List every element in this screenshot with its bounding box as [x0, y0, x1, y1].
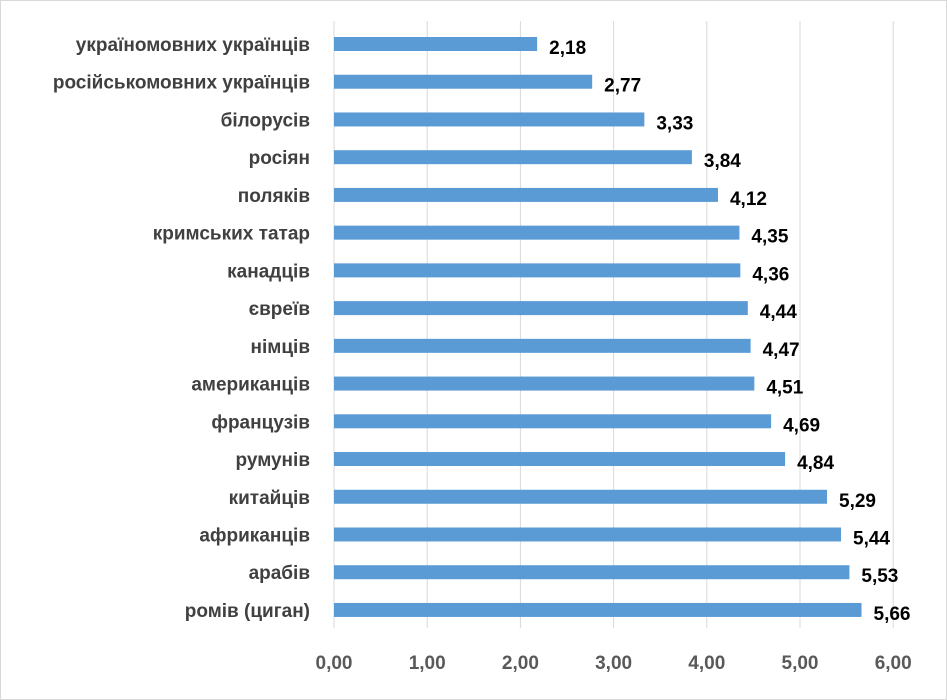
bar [334, 225, 740, 240]
bar [334, 489, 828, 504]
bars [334, 37, 862, 617]
labels: 0,00 1,00 2,00 3,00 4,00 5,00 6,00 україномовни… [53, 35, 912, 674]
category-label: американців [191, 375, 310, 396]
value-label: 2,77 [604, 76, 641, 97]
value-label: 4,84 [797, 453, 834, 474]
category-label: євреїв [249, 299, 310, 320]
category-label: кримських татар [153, 224, 310, 245]
x-tick-label: 4,00 [688, 653, 725, 674]
category-label: канадців [227, 261, 310, 282]
category-label: росіян [249, 148, 310, 169]
x-tick-label: 0,00 [316, 653, 353, 674]
bar [334, 338, 751, 353]
bar [334, 452, 786, 467]
bar [334, 527, 842, 542]
value-label: 4,47 [763, 340, 800, 361]
value-label: 4,36 [752, 264, 789, 285]
value-label: 4,51 [766, 378, 803, 399]
bar [334, 376, 755, 391]
bar [334, 37, 538, 51]
category-label: німців [251, 337, 310, 358]
value-label: 2,18 [549, 38, 586, 59]
value-label: 5,66 [874, 604, 911, 625]
bar [334, 187, 718, 202]
category-label: арабів [249, 563, 310, 584]
bar [334, 301, 748, 316]
value-label: 3,33 [656, 113, 693, 134]
value-label: 5,53 [861, 566, 898, 587]
value-label: 4,44 [760, 302, 797, 323]
category-label: україномовних українців [76, 35, 310, 56]
category-label: африканців [199, 525, 310, 546]
value-label: 3,84 [704, 151, 741, 172]
x-tick-label: 6,00 [875, 653, 912, 674]
bar [334, 565, 850, 580]
category-label: ромів (циган) [185, 601, 310, 622]
category-label: білорусів [221, 110, 310, 131]
bar [334, 414, 772, 429]
value-label: 5,29 [839, 491, 876, 512]
x-tick-label: 1,00 [409, 653, 446, 674]
bar [334, 263, 741, 278]
value-label: 4,12 [730, 189, 767, 210]
value-label: 4,69 [783, 415, 820, 436]
category-label: російськомовних українців [53, 73, 310, 94]
value-label: 5,44 [853, 528, 890, 549]
x-tick-label: 3,00 [595, 653, 632, 674]
bar [334, 74, 593, 89]
category-label: румунів [236, 450, 310, 471]
category-label: французів [211, 412, 310, 433]
bar [334, 150, 692, 165]
category-label: поляків [238, 186, 310, 207]
value-label: 4,35 [751, 227, 788, 248]
bar [334, 112, 645, 127]
x-tick-label: 2,00 [502, 653, 539, 674]
bar [334, 602, 862, 617]
x-tick-label: 5,00 [782, 653, 819, 674]
category-label: китайців [229, 488, 310, 509]
